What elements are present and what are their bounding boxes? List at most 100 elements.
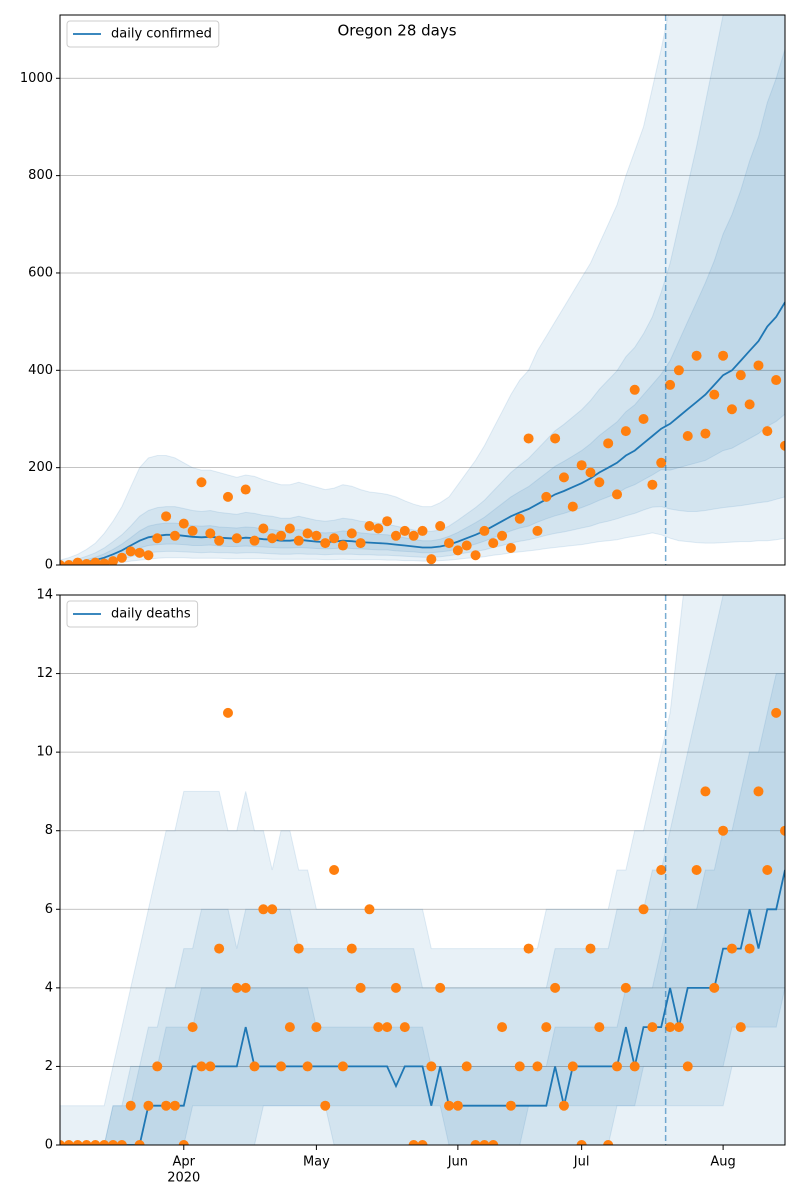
observed-point [505,542,516,553]
observed-point [408,1140,419,1145]
observed-point [629,384,640,395]
observed-point [567,501,578,512]
observed-point [735,370,746,381]
observed-point [497,1022,508,1033]
observed-point [762,865,773,875]
observed-point [452,545,463,556]
observed-point [311,530,322,541]
x-year-label: 2020 [167,1171,200,1186]
observed-point [780,825,785,836]
observed-point [320,1100,331,1111]
observed-point [72,1140,83,1145]
observed-point [426,1061,437,1072]
observed-point [700,428,711,439]
observed-point [302,528,313,539]
observed-point [337,540,348,551]
observed-point [373,523,384,534]
observed-point [276,530,287,541]
uncertainty-band [60,15,785,565]
plot-area [60,15,785,565]
observed-point [249,535,260,546]
observed-point [744,943,755,954]
observed-point [726,943,737,954]
observed-point [125,546,136,557]
observed-point [541,1022,552,1033]
observed-point [258,523,269,534]
observed-point [408,530,419,541]
observed-point [214,535,225,546]
observed-point [99,1140,110,1145]
observed-point [399,525,410,536]
y-tick-label: 8 [45,823,53,838]
y-tick-label: 600 [28,265,53,280]
legend-box [66,600,199,628]
x-tick-label: Aug [710,1155,735,1170]
observed-point [346,943,357,954]
observed-point [647,479,658,490]
observed-point [665,1022,676,1033]
observed-point [479,525,490,536]
observed-point [585,943,596,954]
observed-point [726,404,737,415]
observed-point [497,530,508,541]
legend: daily deaths [66,600,199,628]
observed-point [417,1140,428,1145]
observed-point [673,1022,684,1033]
observed-point [90,557,101,565]
observed-point [178,518,189,529]
observed-point [187,525,198,536]
observed-point [488,538,499,549]
observed-point [196,1061,207,1072]
observed-point [187,1022,198,1033]
observed-point [647,1022,658,1033]
observed-point [744,399,755,410]
observed-point [152,1061,163,1072]
observed-point [735,1022,746,1033]
observed-point [258,904,269,915]
observed-point [284,1022,295,1033]
observed-point [444,1100,455,1111]
observed-point [550,982,561,993]
observed-point [435,521,446,532]
observed-point [753,360,764,371]
axes-frame [59,14,786,566]
observed-point [576,1140,587,1145]
y-tick-label: 1000 [20,71,53,86]
observed-point [488,1140,499,1145]
observed-point [63,560,74,565]
observed-point [205,1061,216,1072]
observed-point [682,1061,693,1072]
observed-point [231,533,242,544]
observed-point [382,1022,393,1033]
observed-point [267,904,278,915]
observed-point [364,521,375,532]
series-line [60,869,785,1145]
observed-point [620,426,631,437]
observed-point [311,1022,322,1033]
observed-point [514,513,525,524]
y-tick-label: 200 [28,460,53,475]
observed-point [214,943,225,954]
legend: daily confirmed [66,20,220,48]
observed-point [320,538,331,549]
observed-point [231,982,242,993]
observed-point [753,786,764,797]
observed-point [152,533,163,544]
observed-point [514,1061,525,1072]
observed-point [178,1140,189,1145]
observed-point [435,982,446,993]
observed-point [523,943,534,954]
y-tick-label: 0 [45,1138,53,1153]
observed-point [771,707,782,718]
observed-point [558,1100,569,1111]
observed-point [329,533,340,544]
axes-frame [59,594,786,1146]
observed-point [293,943,304,954]
legend-label: daily deaths [111,607,191,622]
observed-point [461,1061,472,1072]
observed-point [656,457,667,468]
observed-point [63,1140,74,1145]
panel: 0 2 4 6 8 10 12 14 Apr May Jun Jul Aug 2020 daily deat… [36,588,786,1186]
observed-point [329,865,340,875]
observed-point [355,982,366,993]
